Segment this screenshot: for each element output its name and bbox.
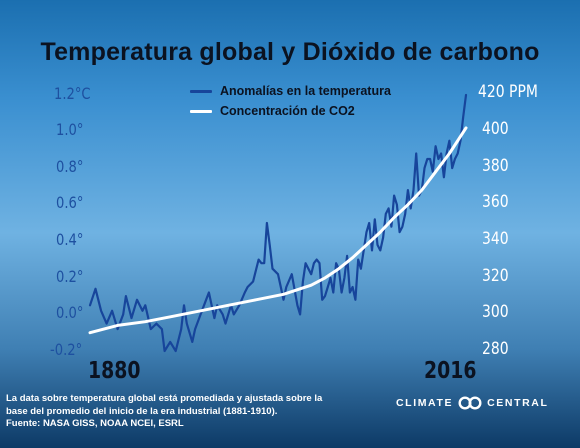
y-right-tick-label: 320 <box>482 266 509 286</box>
y-right-tick-label: 400 <box>482 119 509 139</box>
y-left-tick-label: 1.0° <box>56 120 84 139</box>
y-left-tick-label: 0.0° <box>56 303 84 322</box>
footnote-source: Fuente: NASA GISS, NOAA NCEI, ESRL <box>6 418 184 429</box>
y-left-tick-label: 0.6° <box>56 193 84 212</box>
legend-item-co2: Concentración de CO2 <box>190 101 391 121</box>
brand-text-left: CLIMATE <box>396 397 454 409</box>
y-right-tick-label: 380 <box>482 156 509 176</box>
legend-label-temperature: Anomalías en la temperatura <box>220 84 391 98</box>
y-right-tick-label: 280 <box>482 339 509 359</box>
chart-legend: Anomalías en la temperatura Concentració… <box>190 81 391 121</box>
footnote: La data sobre temperatura global está pr… <box>6 393 351 431</box>
y-right-tick-label: 300 <box>482 302 509 322</box>
y-right-tick-label: 360 <box>482 192 509 212</box>
y-right-tick-label: 420 PPM <box>478 82 538 102</box>
legend-item-temperature: Anomalías en la temperatura <box>190 81 391 101</box>
legend-label-co2: Concentración de CO2 <box>220 104 355 118</box>
brand-logo: CLIMATE CENTRAL <box>396 396 548 410</box>
y-left-tick-label: -0.2° <box>50 340 83 359</box>
y-right-tick-label: 340 <box>482 229 509 249</box>
series-line-co2 <box>88 126 468 335</box>
x-tick-label-start: 1880 <box>88 358 141 384</box>
y-left-tick-label: 0.4° <box>56 230 84 249</box>
x-tick-label-end: 2016 <box>424 358 477 384</box>
y-left-tick-label: 0.8° <box>56 157 84 176</box>
footnote-line: base del promedio del inicio de la era i… <box>6 405 278 417</box>
series-line-temperature <box>88 93 468 353</box>
footnote-line: La data sobre temperatura global está pr… <box>6 393 323 404</box>
legend-swatch-temperature <box>190 89 212 93</box>
brand-text-right: CENTRAL <box>487 397 549 409</box>
y-left-tick-label: 0.2° <box>56 267 84 286</box>
y-left-tick-label: 1.2°C <box>54 84 91 103</box>
climate-central-logo-icon <box>458 396 482 410</box>
legend-swatch-co2 <box>190 109 212 113</box>
chart-title: Temperatura global y Dióxido de carbono <box>40 38 540 66</box>
